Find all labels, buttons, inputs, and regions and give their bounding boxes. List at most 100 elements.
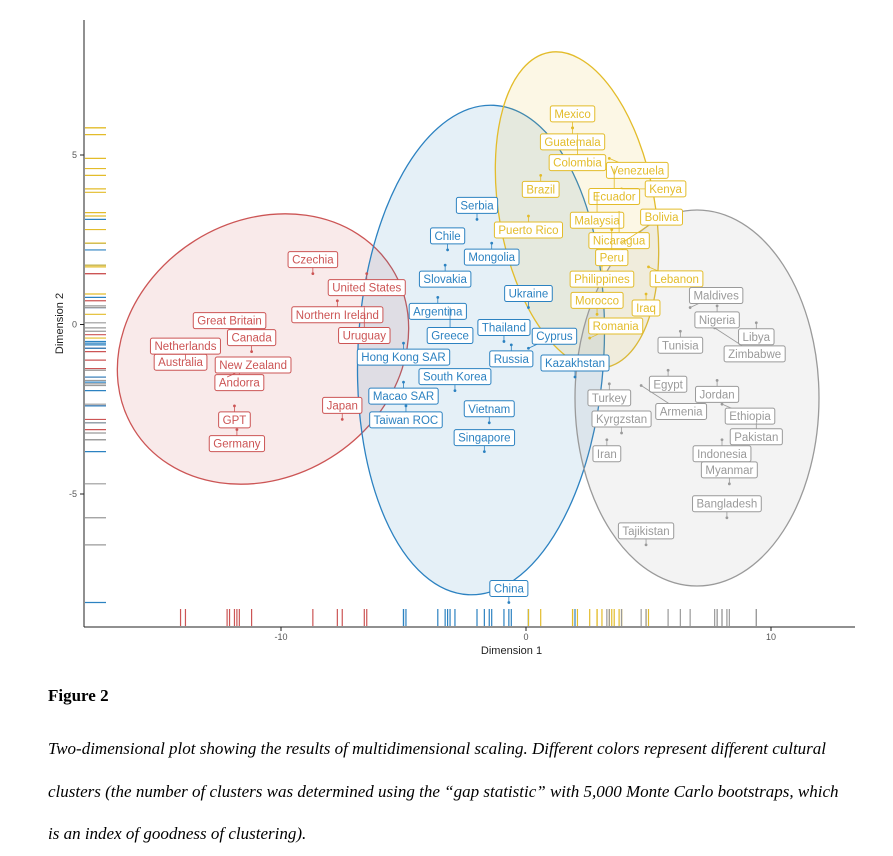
label-iran: Iran: [592, 439, 622, 463]
label-morocco: Morocco: [570, 291, 624, 315]
label-text: Ethiopia: [729, 411, 771, 423]
label-text: Venezuela: [610, 165, 664, 177]
label-text: Taiwan ROC: [374, 415, 439, 427]
label-text: Australia: [158, 357, 203, 369]
label-jordan: Jordan: [695, 380, 740, 403]
label-egypt: Egypt: [648, 370, 688, 393]
label-box: [226, 329, 277, 347]
label-text: Chile: [434, 231, 460, 243]
label-northern-ireland: Northern Ireland: [291, 300, 384, 324]
x-tick-label: 10: [766, 632, 776, 642]
label-text: Argentina: [413, 306, 463, 318]
label-mexico: Mexico: [549, 105, 596, 128]
label-text: Slovakia: [423, 274, 467, 286]
label-philippines: Philippines: [569, 265, 635, 288]
label-kazakhstan: Kazakhstan: [540, 354, 610, 378]
label-box: [192, 312, 267, 330]
label-romania: Romania: [588, 317, 644, 339]
label-box: [688, 287, 744, 305]
rug-marks: [85, 127, 757, 626]
label-box: [649, 270, 704, 288]
label-box: [605, 161, 669, 179]
label-text: Uruguay: [343, 331, 387, 343]
label-text: Czechia: [292, 255, 334, 267]
label-text: Vietnam: [468, 404, 510, 416]
label-japan: Japan: [322, 396, 363, 420]
label-text: United States: [332, 283, 401, 295]
label-text: Northern Ireland: [296, 310, 379, 322]
label-text: Hong Kong SAR: [361, 352, 445, 364]
label-box: [338, 327, 391, 345]
label-box: [408, 302, 467, 320]
label-text: Romania: [593, 321, 640, 333]
x-tick-label: -10: [274, 632, 287, 642]
label-box: [368, 387, 439, 405]
label-box: [648, 375, 688, 393]
label-box: [695, 385, 740, 403]
label-text: South Korea: [423, 372, 488, 384]
label-text: Nigeria: [699, 315, 736, 327]
label-text: Mongolia: [468, 252, 515, 264]
label-nicaragua: Nicaragua: [588, 212, 650, 250]
label-taiwan-roc: Taiwan ROC: [369, 405, 443, 429]
label-box: [692, 495, 762, 513]
label-text: Egypt: [653, 379, 683, 391]
label-box: [493, 221, 563, 239]
label-box: [729, 428, 783, 446]
label-ecuador: Ecuador: [588, 168, 641, 206]
label-australia: Australia: [153, 348, 208, 371]
label-text: Armenia: [660, 407, 703, 419]
label-box: [587, 389, 632, 407]
label-text: Bangladesh: [697, 499, 758, 511]
label-text: Pakistan: [734, 432, 778, 444]
label-russia: Russia: [489, 344, 534, 368]
label-box: [548, 154, 607, 172]
label-text: Serbia: [460, 200, 494, 212]
label-venezuela: Venezuela: [605, 158, 669, 179]
label-ukraine: Ukraine: [504, 285, 553, 308]
label-greece: Greece: [426, 307, 474, 345]
label-box: [214, 374, 265, 392]
label-box: [617, 522, 675, 540]
label-box: [738, 328, 775, 346]
label-box: [369, 411, 443, 429]
label-box: [356, 348, 451, 366]
label-box: [588, 188, 641, 206]
label-kenya: Kenya: [621, 180, 687, 198]
label-box: [463, 248, 520, 266]
label-box: [322, 396, 363, 414]
point-chile: [446, 248, 449, 252]
label-text: Jordan: [700, 389, 735, 401]
label-box: [723, 345, 786, 363]
label-box: [588, 232, 650, 250]
label-lebanon: Lebanon: [648, 266, 704, 288]
label-peru: Peru: [595, 229, 629, 267]
label-text: Kenya: [649, 184, 682, 196]
label-text: Iraq: [636, 303, 656, 315]
label-box: [540, 354, 610, 372]
label-ethiopia: Ethiopia: [721, 403, 776, 425]
label-text: Maldives: [693, 291, 739, 303]
y-tick-label: 0: [72, 320, 77, 330]
label-text: Zimbabwe: [728, 349, 781, 361]
label-pakistan: Pakistan: [729, 422, 783, 446]
label-uruguay: Uruguay: [338, 307, 391, 345]
label-text: Lebanon: [654, 274, 699, 286]
label-text: Greece: [431, 331, 469, 343]
label-cyprus: Cyprus: [528, 327, 578, 349]
axes: -10 0 10 5 0 -5 Dimension 1 Dimension 2: [54, 20, 855, 657]
label-box: [570, 291, 624, 309]
label-box: [694, 311, 740, 329]
label-box: [287, 251, 339, 269]
label-text: Malaysia: [574, 215, 620, 227]
label-box: [149, 337, 221, 355]
label-box: [291, 306, 384, 324]
label-box: [569, 211, 625, 229]
label-text: Tunisia: [662, 340, 699, 352]
label-armenia: Armenia: [640, 385, 708, 421]
label-box: [453, 429, 516, 447]
label-text: Mexico: [554, 109, 590, 121]
label-text: Macao SAR: [373, 391, 434, 403]
label-text: Canada: [231, 333, 272, 345]
label-box: [655, 403, 708, 421]
